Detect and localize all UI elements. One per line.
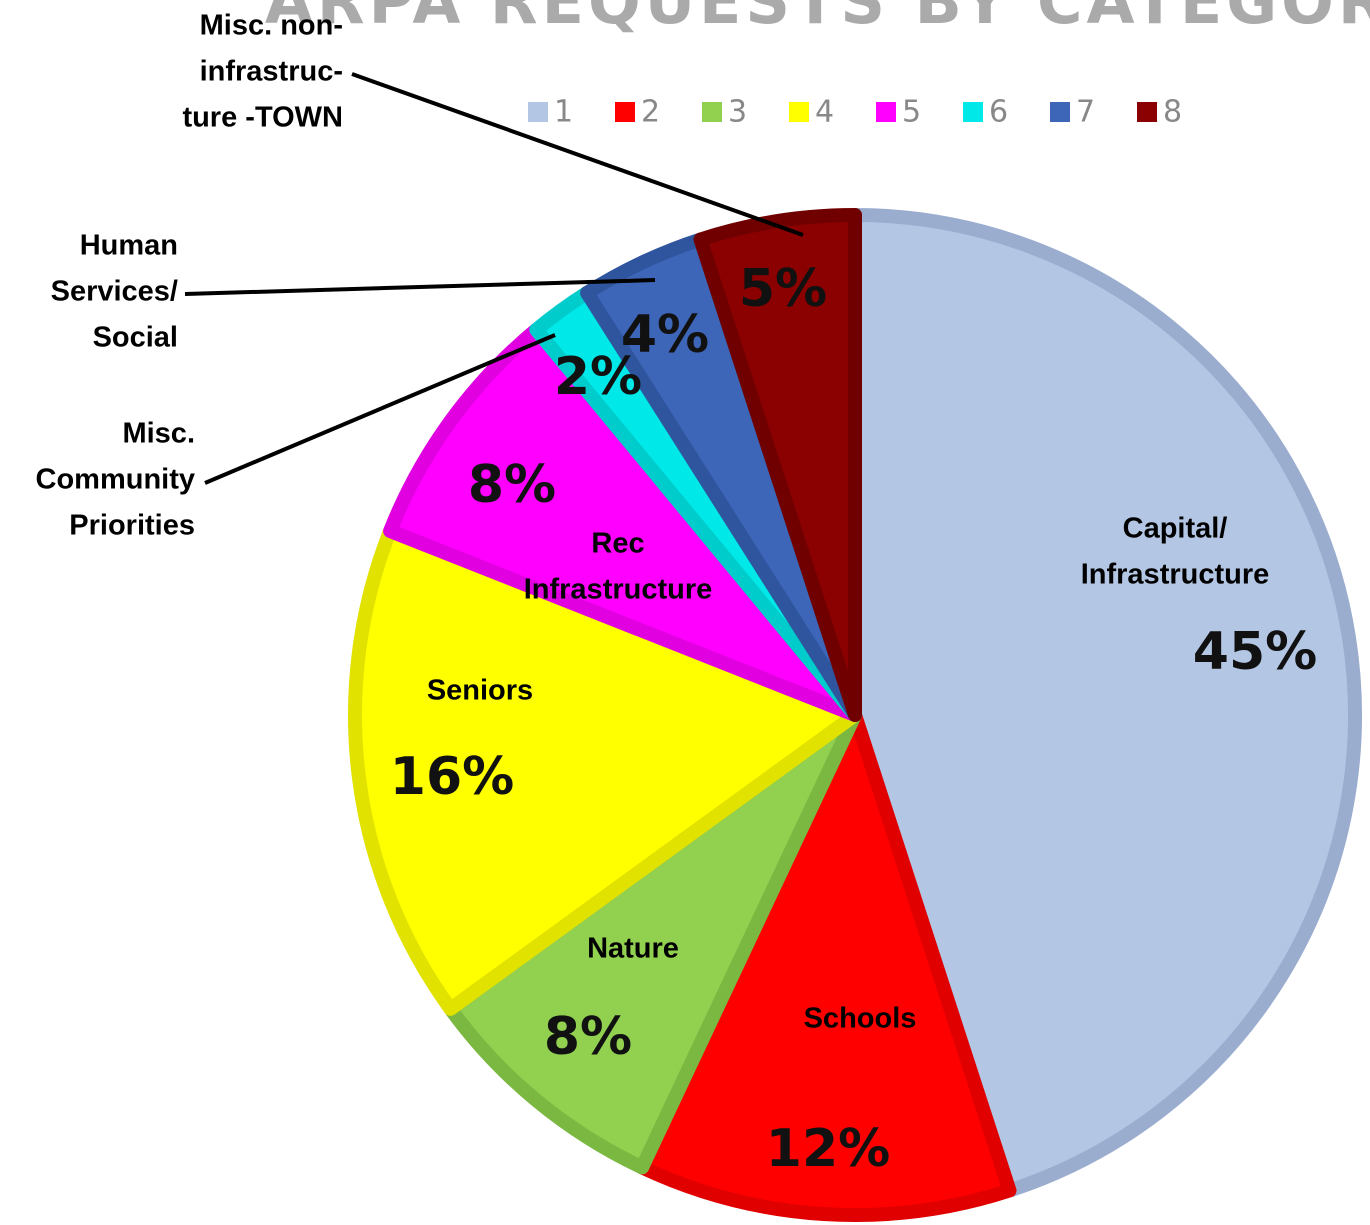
slice-label: ture -TOWN [182, 102, 343, 134]
legend-swatch [1137, 102, 1157, 122]
value-label: 8% [544, 1007, 632, 1067]
value-label: 12% [766, 1119, 890, 1179]
slice-label: Services/ [51, 276, 178, 308]
leader-line [351, 72, 804, 237]
pie-slice [635, 708, 1017, 1222]
value-label: 4% [621, 305, 709, 365]
value-label: 5% [739, 259, 827, 319]
slice-label: Misc. non- [200, 10, 343, 42]
chart-title: ARPA REQUESTS BY CATEGORY [265, 0, 1370, 38]
legend-label: 7 [1076, 95, 1095, 130]
pie-slice [443, 708, 862, 1175]
legend-label: 2 [641, 95, 660, 130]
legend-label: 4 [815, 95, 834, 130]
legend-label: 6 [989, 95, 1008, 130]
legend-swatch [963, 102, 983, 122]
slice-label: Schools [804, 1003, 917, 1035]
legend-label: 5 [902, 95, 921, 130]
value-label: 16% [390, 747, 514, 807]
slice-label: Seniors [427, 675, 533, 707]
slice-label: Priorities [69, 510, 195, 542]
legend-swatch [528, 102, 548, 122]
slice-label: Infrastructure [524, 574, 713, 606]
value-label: 8% [468, 455, 556, 515]
slice-label: infrastruc- [200, 56, 343, 88]
legend-label: 1 [554, 95, 573, 130]
slice-label: Infrastructure [1081, 559, 1270, 591]
legend-swatch [702, 102, 722, 122]
leader-line [184, 278, 656, 296]
slice-label: Nature [587, 933, 679, 965]
leader-line [204, 333, 556, 485]
legend-label: 8 [1163, 95, 1182, 130]
slice-label: Rec [591, 528, 644, 560]
value-label: 2% [554, 347, 642, 407]
slice-label: Misc. [122, 418, 195, 450]
slice-label: Capital/ [1123, 513, 1228, 545]
slice-label: Social [93, 322, 178, 354]
legend-swatch [615, 102, 635, 122]
pie-slice [693, 208, 862, 722]
slice-label: Community [36, 464, 196, 496]
pie-slice [848, 208, 1362, 1198]
value-label: 45% [1193, 622, 1317, 682]
pie-slice [348, 523, 862, 1016]
legend-swatch [876, 102, 896, 122]
legend-swatch [1050, 102, 1070, 122]
slice-label: Human [80, 230, 178, 262]
pie-slice [383, 322, 862, 722]
legend-label: 3 [728, 95, 747, 130]
legend-swatch [789, 102, 809, 122]
